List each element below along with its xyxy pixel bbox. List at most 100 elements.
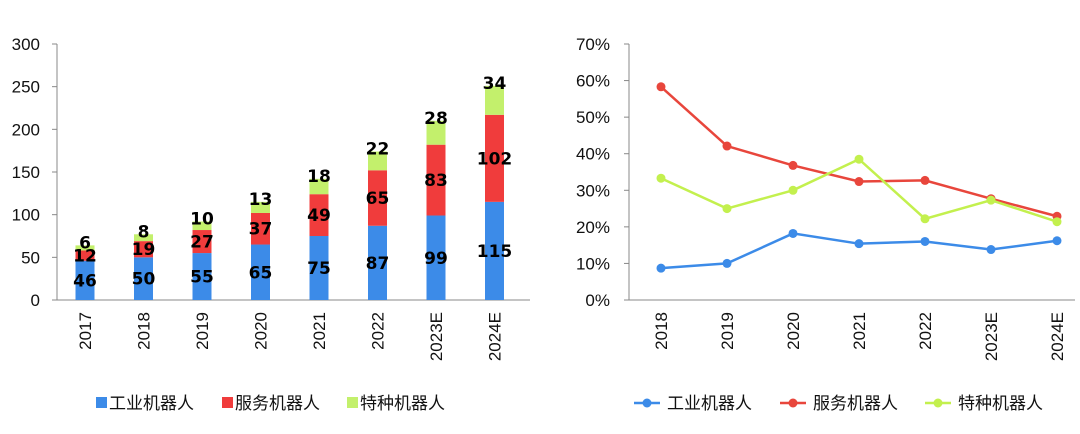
bar-segment (368, 151, 387, 171)
bar-segment (134, 257, 153, 300)
x-tick-label: 2022 (369, 312, 388, 350)
x-tick-label: 2017 (76, 312, 95, 350)
bar-value-label: 12 (73, 247, 97, 267)
bar-segment (309, 194, 329, 236)
bar-value-label: 50 (132, 270, 156, 290)
bar-segment (426, 215, 446, 300)
legend-item: 工业机器人 (96, 394, 194, 414)
data-point (986, 195, 996, 205)
y-tick-label: 70% (576, 35, 610, 54)
x-tick-label: 2019 (193, 312, 212, 350)
bar-segment (426, 120, 446, 145)
x-tick-label: 2019 (718, 312, 737, 350)
bar-segment (75, 260, 95, 300)
legend-label: 工业机器人 (109, 394, 194, 414)
bar-segment (485, 201, 504, 300)
x-tick-label: 2024E (486, 312, 505, 361)
data-point (722, 258, 732, 268)
bar-segment (368, 170, 387, 226)
data-point (854, 239, 864, 249)
x-tick-label: 2022 (916, 312, 935, 350)
data-point (1052, 217, 1062, 227)
bar-segment (75, 250, 95, 261)
legend-swatch (222, 397, 233, 408)
legend-label: 特种机器人 (958, 394, 1043, 414)
bar-value-label: 34 (483, 74, 507, 94)
x-tick-label: 2021 (850, 312, 869, 350)
bar-value-label: 65 (366, 189, 390, 209)
x-tick-label: 2024E (1048, 312, 1067, 361)
bar-value-label: 46 (73, 271, 97, 291)
y-tick-label: 150 (12, 163, 40, 182)
data-point (920, 236, 930, 246)
bar-segment (368, 225, 387, 300)
legend-marker (788, 398, 798, 408)
x-tick-label: 2021 (310, 312, 329, 350)
y-tick-label: 30% (576, 181, 610, 200)
bar-value-label: 102 (477, 149, 513, 169)
y-tick-label: 100 (12, 206, 40, 225)
y-tick-label: 20% (576, 218, 610, 237)
legend-item: 工业机器人 (634, 394, 752, 414)
data-point (854, 154, 864, 164)
x-tick-label: 2018 (652, 312, 671, 350)
bar-segment (134, 234, 153, 242)
series-line (660, 85, 1058, 218)
data-point (656, 173, 666, 183)
x-tick-label: 2020 (784, 312, 803, 350)
bar-value-label: 28 (424, 109, 448, 129)
data-point (722, 204, 732, 214)
bar-value-label: 83 (424, 171, 448, 191)
x-tick-label: 2018 (135, 312, 154, 350)
bar-segment (192, 230, 212, 254)
data-point (788, 160, 798, 170)
legend-swatch (96, 397, 107, 408)
x-tick-label: 2020 (252, 312, 271, 350)
legend-marker (642, 398, 652, 408)
bar-value-label: 75 (307, 259, 331, 279)
y-tick-label: 200 (12, 120, 40, 139)
data-point (656, 82, 666, 92)
bar-value-label: 37 (249, 220, 273, 240)
bar-value-label: 87 (366, 254, 390, 274)
data-point (788, 228, 798, 238)
data-point (1052, 236, 1062, 246)
legend-marker (933, 398, 943, 408)
bar-value-label: 22 (366, 140, 390, 160)
bar-segment (251, 201, 270, 213)
legend-label: 特种机器人 (360, 394, 445, 414)
bar-value-label: 8 (138, 222, 150, 242)
bar-segment (192, 253, 212, 300)
y-tick-label: 50 (21, 248, 40, 267)
bar-segment (426, 144, 446, 216)
bar-value-label: 65 (249, 263, 273, 283)
bar-segment (485, 85, 504, 115)
bar-value-label: 13 (249, 190, 273, 210)
data-point (920, 214, 930, 224)
legend-label: 工业机器人 (667, 394, 752, 414)
y-tick-label: 60% (576, 72, 610, 91)
bar-value-label: 49 (307, 206, 331, 226)
line-chart: 0% 10% 20% 30% 40% 50% 60% 70% 2018 2019 2020 2021 2… (576, 35, 1075, 414)
data-point (854, 177, 864, 187)
legend-swatch (347, 397, 358, 408)
bar-segment (75, 245, 95, 251)
legend-label: 服务机器人 (235, 394, 320, 414)
y-tick-label: 10% (576, 254, 610, 273)
x-tick-label: 2023E (427, 312, 446, 361)
stacked-bar-chart: 0 50 100 150 200 250 300 2017 46 126 2018 50 198 2019… (12, 35, 530, 414)
legend-label: 服务机器人 (813, 394, 898, 414)
bar-value-label: 55 (190, 268, 214, 288)
y-tick-label: 0% (585, 291, 610, 310)
bar-segment (134, 241, 153, 258)
data-point (986, 245, 996, 255)
bar-segment (309, 178, 329, 195)
bar-segment (192, 221, 212, 231)
y-tick-label: 250 (12, 78, 40, 97)
legend-item: 特种机器人 (925, 394, 1043, 414)
bar-segment (309, 236, 329, 300)
bar-value-label: 19 (132, 240, 156, 260)
legend-item: 服务机器人 (780, 394, 898, 414)
data-point (656, 263, 666, 273)
